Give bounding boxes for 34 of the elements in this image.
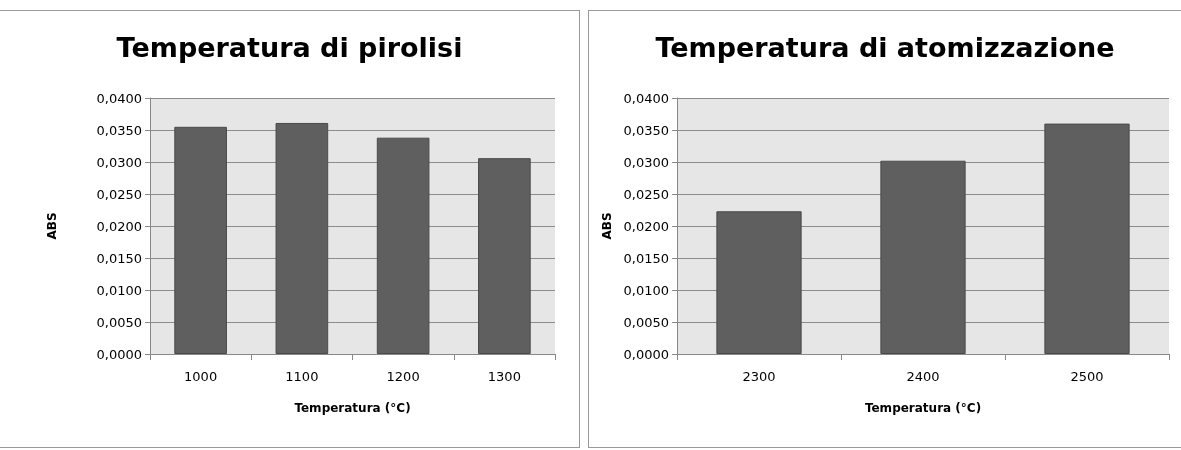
y-tick-label: 0,0400 (623, 90, 669, 106)
y-tick-label: 0,0000 (96, 346, 142, 362)
y-tick-label: 0,0200 (96, 218, 142, 234)
x-tick-label: 2300 (742, 369, 776, 384)
y-tick-label: 0,0050 (96, 314, 142, 330)
y-tick-label: 0,0100 (96, 282, 142, 298)
x-tick-label: 2400 (906, 369, 940, 384)
y-tick-label: 0,0000 (623, 346, 669, 362)
chart-title: Temperatura di pirolisi (116, 32, 463, 63)
x-tick-label: 1300 (487, 369, 521, 384)
bar (880, 160, 966, 354)
x-tick-label: 1100 (285, 369, 319, 384)
y-tick-label: 0,0400 (96, 90, 142, 106)
x-axis-title: Temperatura (°C) (864, 401, 982, 415)
x-tick-label: 2500 (1070, 369, 1104, 384)
y-tick-label: 0,0200 (623, 218, 669, 234)
y-tick-label: 0,0350 (623, 122, 669, 138)
chart-title: Temperatura di atomizzazione (655, 32, 1115, 63)
y-axis-title: ABS (599, 212, 614, 240)
y-tick-label: 0,0250 (96, 186, 142, 202)
x-tick-label: 1000 (184, 369, 218, 384)
y-tick-label: 0,0300 (623, 154, 669, 170)
y-tick-label: 0,0250 (623, 186, 669, 202)
y-tick-label: 0,0300 (96, 154, 142, 170)
bar (1044, 123, 1130, 354)
bar (716, 211, 802, 354)
x-tick-label: 1200 (386, 369, 420, 384)
y-tick-label: 0,0150 (623, 250, 669, 266)
y-tick-label: 0,0050 (623, 314, 669, 330)
y-tick-label: 0,0100 (623, 282, 669, 298)
y-axis-title: ABS (45, 212, 59, 240)
y-tick-label: 0,0350 (96, 122, 142, 138)
x-axis-title: Temperatura (°C) (294, 401, 411, 415)
y-tick-label: 0,0150 (96, 250, 142, 266)
